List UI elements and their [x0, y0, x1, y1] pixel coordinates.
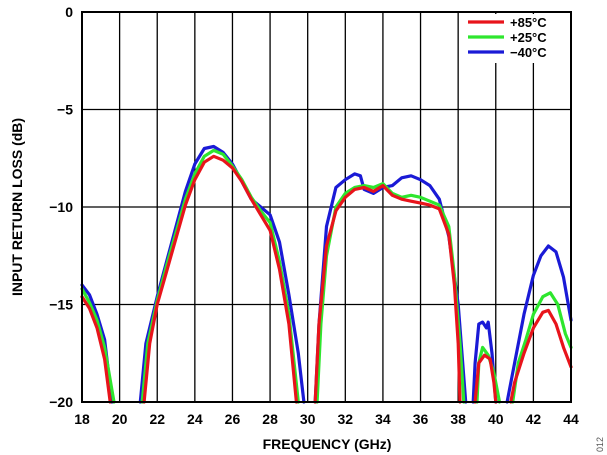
series-plus25C	[80, 148, 573, 404]
grid	[81, 11, 572, 403]
x-tick-label: 24	[187, 411, 203, 427]
x-tick-label: 20	[112, 411, 128, 427]
x-tick-label: 34	[375, 411, 391, 427]
x-tick-label: 18	[74, 411, 90, 427]
series-line	[473, 353, 498, 404]
y-tick-label: −5	[57, 102, 73, 118]
series-line	[142, 154, 298, 404]
series-line	[80, 295, 112, 404]
y-axis-title: INPUT RETURN LOSS (dB)	[9, 118, 25, 296]
series-line	[471, 320, 498, 404]
x-tick-label: 36	[413, 411, 429, 427]
x-tick-label: 38	[450, 411, 466, 427]
x-tick-label: 44	[563, 411, 579, 427]
y-tick-label: −20	[49, 394, 73, 410]
series-line	[509, 308, 573, 404]
x-tick-label: 26	[225, 411, 241, 427]
series-line	[511, 291, 573, 404]
series-line	[313, 184, 462, 404]
x-tick-label: 32	[338, 411, 354, 427]
x-tick-label: 42	[526, 411, 542, 427]
legend-label: +25°C	[510, 30, 547, 45]
series-line	[505, 244, 573, 404]
legend-label: −40°C	[510, 45, 547, 60]
series-lines	[80, 144, 573, 404]
series-line	[80, 287, 116, 404]
plot-frame	[81, 11, 572, 403]
x-tick-label: 28	[262, 411, 278, 427]
x-tick-label: 22	[149, 411, 165, 427]
x-tick-label: 40	[488, 411, 504, 427]
tick-labels: 18 20 22 24 26 28 30 32 34 36 38 40 42 44 0 −5 −10 −15 −20	[49, 4, 579, 427]
series-plus85C	[80, 154, 573, 404]
legend: +85°C+25°C−40°C	[464, 14, 559, 63]
figure-id: 012	[595, 437, 605, 452]
y-tick-label: −15	[49, 297, 73, 313]
legend-label: +85°C	[510, 15, 547, 30]
y-tick-label: 0	[65, 4, 73, 20]
x-tick-label: 30	[300, 411, 316, 427]
x-axis-title: FREQUENCY (GHz)	[263, 436, 392, 452]
y-tick-label: −10	[49, 199, 73, 215]
